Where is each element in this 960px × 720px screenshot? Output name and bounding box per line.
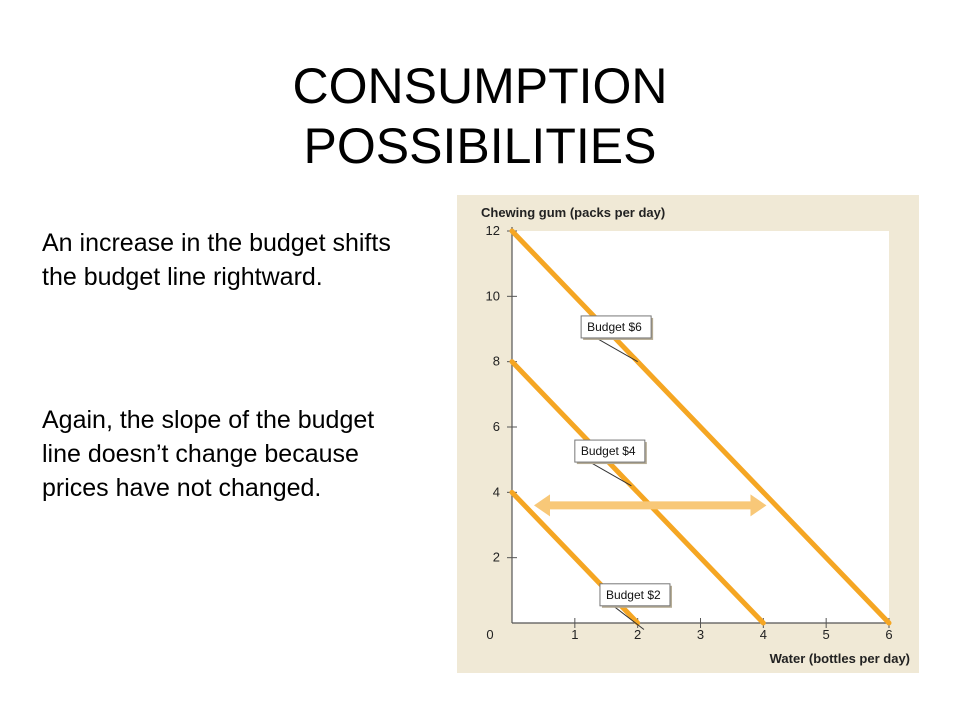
callout-label: Budget $6	[587, 320, 642, 334]
callout-box	[580, 315, 652, 339]
x-tick-label: 5	[823, 627, 830, 642]
y-tick-label: 12	[486, 223, 500, 238]
callout-box	[574, 439, 646, 463]
budget-line	[509, 359, 766, 626]
y-tick-label: 6	[493, 419, 500, 434]
budget-line-chart: Chewing gum (packs per day) Water (bottle…	[457, 195, 919, 673]
paragraph-slope-unchanged: Again, the slope of the budget line does…	[42, 406, 375, 502]
callout-label: Budget $4	[581, 444, 636, 458]
x-tick-label: 6	[885, 627, 892, 642]
y-tick-label: 10	[486, 288, 500, 303]
x-tick-label: 0	[486, 627, 493, 642]
x-tick-label: 3	[697, 627, 704, 642]
slide-title: CONSUMPTION POSSIBILITIES	[0, 56, 960, 176]
shift-arrow-head-right	[750, 494, 767, 517]
x-tick-label: 2	[634, 627, 641, 642]
x-axis-label: Water (bottles per day)	[770, 651, 910, 666]
y-tick-label: 2	[493, 550, 500, 565]
chart-svg: Chewing gum (packs per day) Water (bottle…	[457, 195, 919, 673]
paragraph-budget-increase: An increase in the budget shifts the bud…	[42, 229, 391, 291]
y-tick-label: 4	[493, 484, 500, 499]
x-tick-label: 1	[571, 627, 578, 642]
shift-arrow-head-left	[533, 494, 550, 517]
title-line-2: POSSIBILITIES	[303, 117, 657, 174]
x-tick-label: 4	[760, 627, 767, 642]
title-line-1: CONSUMPTION	[292, 57, 668, 114]
callout-label: Budget $2	[606, 588, 661, 602]
y-tick-label: 8	[493, 354, 500, 369]
y-axis-label: Chewing gum (packs per day)	[481, 205, 665, 220]
budget-line	[509, 228, 892, 626]
callout-box	[599, 583, 671, 607]
